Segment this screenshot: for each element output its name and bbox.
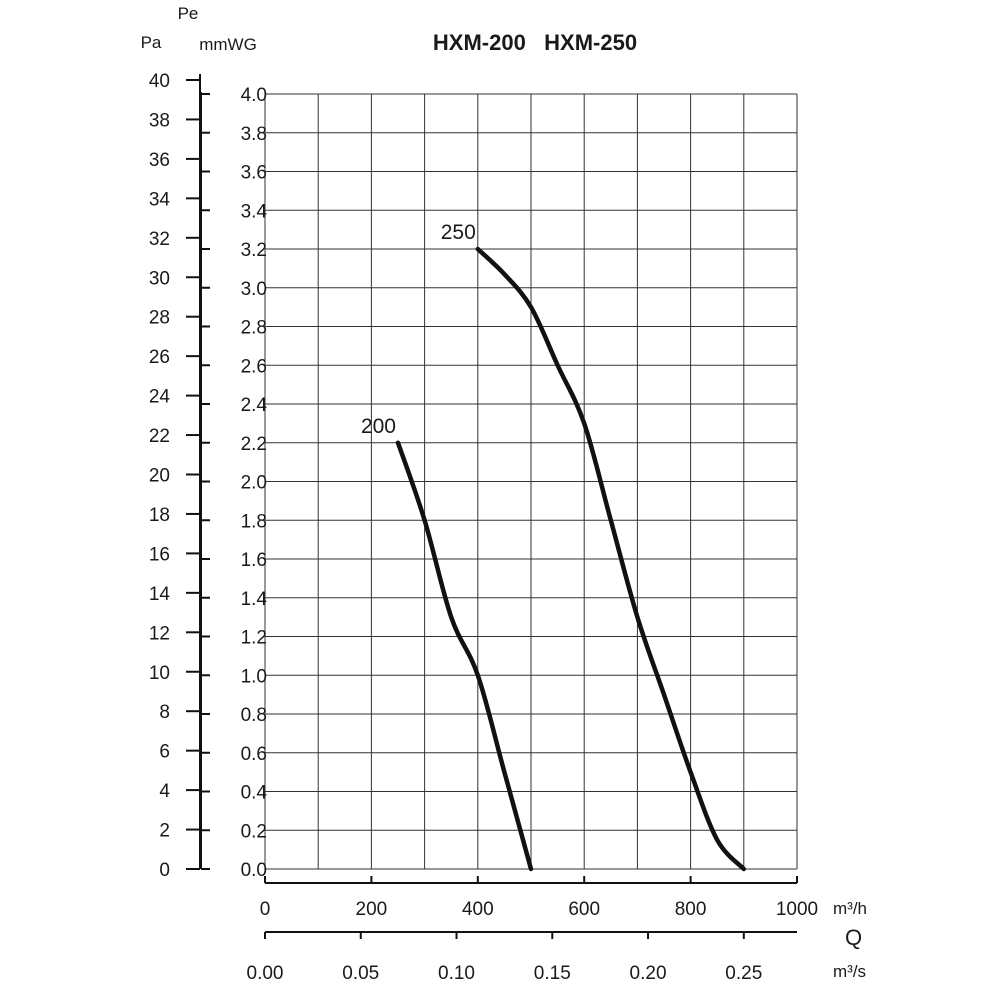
x-m3s-tick-label: 0.10 <box>438 963 475 984</box>
pa-tick-label: 38 <box>149 110 170 131</box>
x-m3s-tick-label: 0.00 <box>247 963 284 984</box>
pa-tick-label: 10 <box>149 663 170 684</box>
mmwg-tick-label: 3.6 <box>241 163 267 184</box>
pa-tick-label: 2 <box>159 821 170 842</box>
grid-lines <box>264 93 798 870</box>
series-curve-200 <box>395 440 534 872</box>
mmwg-tick-label: 2.8 <box>241 318 267 339</box>
pa-tick-label: 6 <box>159 742 170 763</box>
mmwg-tick-label: 1.4 <box>241 589 268 610</box>
pa-tick-label: 4 <box>159 781 170 802</box>
mmwg-tick-label: 0.4 <box>241 783 268 804</box>
series-label-200: 200 <box>361 415 396 438</box>
pa-tick-label: 20 <box>149 466 170 487</box>
pa-tick-label: 16 <box>149 544 170 565</box>
mmwg-tick-label: 4.0 <box>241 85 267 106</box>
pa-tick-label: 40 <box>149 71 170 92</box>
mmwg-tick-label: 1.0 <box>241 666 267 687</box>
pa-tick-label: 36 <box>149 150 170 171</box>
mmwg-tick-label: 1.2 <box>241 628 267 649</box>
pa-axis-unit: Pa <box>141 33 162 52</box>
mmwg-tick-label: 2.2 <box>241 434 267 455</box>
x-m3h-tick-label: 200 <box>356 899 388 920</box>
pa-tick-label: 26 <box>149 347 170 368</box>
pa-tick-label: 8 <box>159 702 170 723</box>
mmwg-tick-label: 2.0 <box>241 473 267 494</box>
x-m3h-tick-label: 0 <box>260 899 271 920</box>
x-m3h-tick-label: 600 <box>568 899 600 920</box>
mmwg-axis-unit: mmWG <box>199 35 257 54</box>
chart-title: HXM-200 HXM-250 <box>433 30 637 55</box>
pa-tick-label: 0 <box>159 860 170 881</box>
series-label-250: 250 <box>441 221 476 244</box>
mmwg-tick-label: 1.8 <box>241 511 267 532</box>
pa-tick-label: 32 <box>149 229 170 250</box>
mmwg-tick-label: 3.0 <box>241 279 267 300</box>
x-m3s-tick-label: 0.25 <box>725 963 762 984</box>
pe-axis-label: Pe <box>178 4 199 23</box>
pa-tick-label: 22 <box>149 426 170 447</box>
axes <box>186 74 798 939</box>
series-curve-250 <box>475 246 747 872</box>
x-m3h-tick-label: 800 <box>675 899 707 920</box>
mmwg-tick-label: 1.6 <box>241 550 267 571</box>
x-m3s-tick-label: 0.05 <box>342 963 379 984</box>
mmwg-tick-label: 0.0 <box>241 860 267 881</box>
x-unit-m3s: m³/s <box>833 962 866 981</box>
mmwg-tick-label: 2.4 <box>241 395 268 416</box>
x-m3h-tick-label: 1000 <box>776 899 818 920</box>
mmwg-tick-label: 3.2 <box>241 240 267 261</box>
pa-tick-label: 14 <box>149 584 171 605</box>
x-m3h-tick-label: 400 <box>462 899 494 920</box>
pa-tick-label: 24 <box>149 387 171 408</box>
mmwg-tick-label: 3.8 <box>241 124 267 145</box>
mmwg-tick-label: 0.6 <box>241 744 267 765</box>
mmwg-tick-label: 2.6 <box>241 356 267 377</box>
x-axis-label-q: Q <box>845 925 862 950</box>
mmwg-tick-label: 0.8 <box>241 705 267 726</box>
pa-tick-label: 18 <box>149 505 170 526</box>
pa-tick-label: 28 <box>149 308 170 329</box>
pa-tick-label: 12 <box>149 623 170 644</box>
mmwg-tick-label: 0.2 <box>241 821 267 842</box>
x-m3s-tick-label: 0.20 <box>630 963 667 984</box>
pa-tick-label: 30 <box>149 268 170 289</box>
mmwg-tick-label: 3.4 <box>241 201 268 222</box>
x-unit-m3h: m³/h <box>833 899 867 918</box>
tick-labels: 02468101214161820222426283032343638400.0… <box>149 71 818 984</box>
pa-tick-label: 34 <box>149 189 171 210</box>
series-curves: 200 250 <box>361 221 747 872</box>
x-m3s-tick-label: 0.15 <box>534 963 571 984</box>
